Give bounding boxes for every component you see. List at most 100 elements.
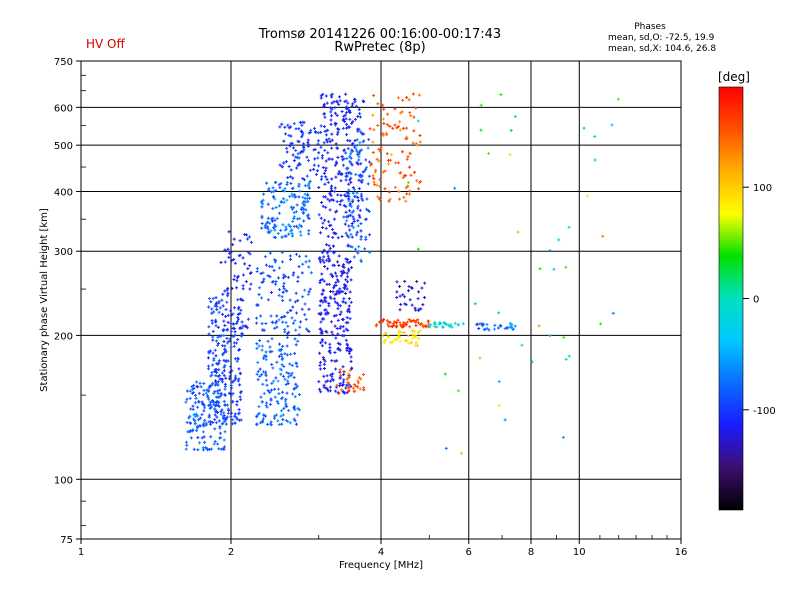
- data-point: [325, 374, 329, 378]
- data-point: [284, 160, 288, 164]
- data-point: [537, 324, 541, 328]
- data-point: [185, 443, 189, 447]
- data-point: [225, 341, 229, 345]
- data-point: [350, 366, 354, 370]
- data-point: [321, 221, 325, 225]
- data-point: [345, 157, 349, 161]
- data-point: [503, 418, 507, 422]
- data-point: [457, 323, 461, 327]
- data-point: [233, 414, 237, 418]
- data-point: [442, 321, 446, 325]
- data-point: [236, 315, 240, 319]
- data-point: [329, 194, 333, 198]
- data-point: [406, 334, 410, 338]
- data-point: [341, 365, 345, 369]
- data-point: [258, 374, 262, 378]
- data-point: [294, 382, 298, 386]
- data-point: [319, 390, 323, 394]
- data-point: [562, 335, 566, 339]
- data-point: [270, 219, 274, 223]
- data-point: [225, 328, 229, 332]
- data-point: [369, 162, 373, 166]
- data-point: [308, 179, 312, 183]
- y-axis-ticks: 75 100 200 300 400 500 600 750: [54, 57, 86, 546]
- data-point: [281, 197, 285, 201]
- data-point: [255, 303, 259, 307]
- data-point: [334, 175, 338, 179]
- y-tick-label: 75: [60, 535, 73, 546]
- data-point: [414, 142, 418, 146]
- data-point: [230, 286, 234, 290]
- data-point: [294, 291, 298, 295]
- data-point: [548, 334, 552, 338]
- data-point: [363, 217, 367, 221]
- data-point: [321, 92, 325, 96]
- data-point: [398, 171, 402, 175]
- data-point: [337, 290, 341, 294]
- data-point: [245, 326, 249, 330]
- data-point: [290, 371, 294, 375]
- data-point: [366, 182, 370, 186]
- data-point: [211, 297, 215, 301]
- data-point: [345, 391, 349, 395]
- data-point: [323, 264, 327, 268]
- data-point: [358, 208, 362, 212]
- data-point: [301, 195, 305, 199]
- data-point: [337, 254, 341, 258]
- data-point: [218, 431, 222, 435]
- data-point: [481, 324, 485, 328]
- data-point: [383, 338, 387, 342]
- data-point: [376, 195, 380, 199]
- data-point: [428, 325, 432, 329]
- data-point: [221, 312, 225, 316]
- data-point: [222, 369, 226, 373]
- data-point: [222, 411, 226, 415]
- data-point: [266, 220, 270, 224]
- data-point: [398, 197, 402, 201]
- data-point: [265, 181, 269, 185]
- data-point: [224, 417, 228, 421]
- data-point: [333, 163, 337, 167]
- data-point: [237, 348, 241, 352]
- data-point: [395, 280, 399, 284]
- data-point: [274, 321, 278, 325]
- data-point: [286, 379, 290, 383]
- data-point: [260, 400, 264, 404]
- data-point: [338, 172, 342, 176]
- data-point: [262, 328, 266, 332]
- data-point: [287, 165, 291, 169]
- data-point: [324, 300, 328, 304]
- data-point: [406, 155, 410, 159]
- data-point: [294, 361, 298, 365]
- data-point: [358, 115, 362, 119]
- data-point: [213, 427, 217, 431]
- data-point: [331, 378, 335, 382]
- data-point: [278, 125, 282, 129]
- data-point: [222, 438, 226, 442]
- data-point: [286, 176, 290, 180]
- data-point: [350, 121, 354, 125]
- data-point: [344, 174, 348, 178]
- data-point: [329, 118, 333, 122]
- data-point: [208, 349, 212, 353]
- data-point: [347, 192, 351, 196]
- data-point: [341, 158, 345, 162]
- data-point: [337, 264, 341, 268]
- data-point: [266, 230, 270, 234]
- data-point: [350, 163, 354, 167]
- data-point: [316, 142, 320, 146]
- data-point: [287, 409, 291, 413]
- data-point: [327, 137, 331, 141]
- data-point: [329, 272, 333, 276]
- data-point: [290, 229, 294, 233]
- data-point: [271, 207, 275, 211]
- data-point: [264, 263, 268, 267]
- data-point: [479, 128, 483, 132]
- data-point: [228, 374, 232, 378]
- data-point: [335, 274, 339, 278]
- data-point: [319, 145, 323, 149]
- data-point: [393, 123, 397, 127]
- data-point: [357, 376, 361, 380]
- data-point: [260, 348, 264, 352]
- data-point: [351, 386, 355, 390]
